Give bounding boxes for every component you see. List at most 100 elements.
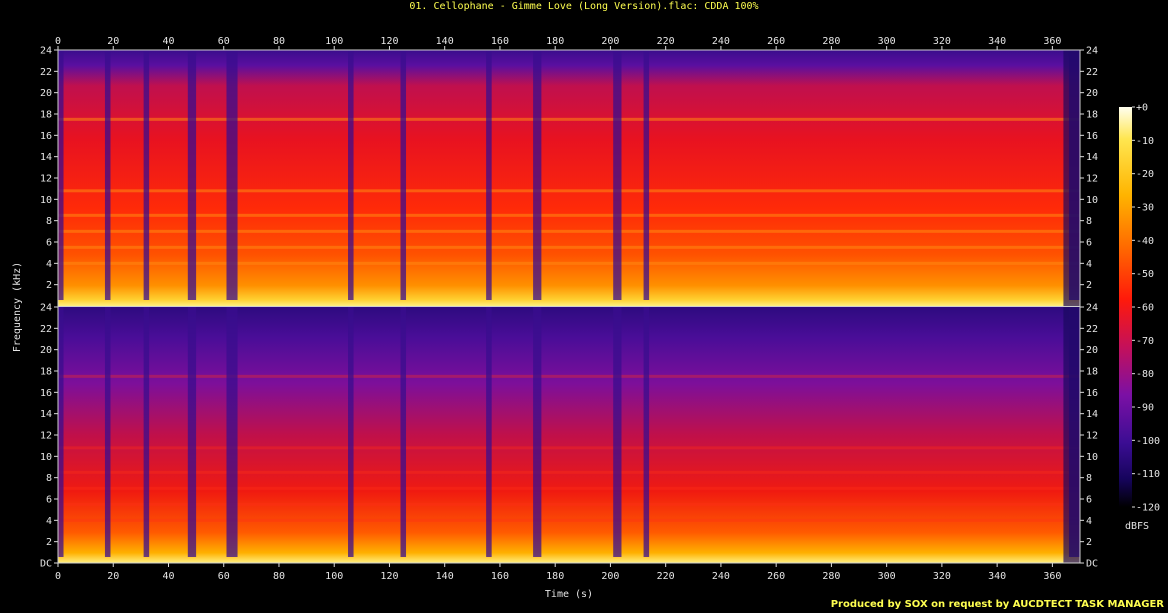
x-tick-label-top: 120	[380, 36, 398, 47]
y-tick-label-right: 6	[1086, 238, 1092, 249]
quiet-segment	[104, 50, 111, 300]
colorbar-tick-label: -110	[1136, 469, 1160, 480]
x-tick-label-bottom: 360	[1043, 571, 1061, 582]
x-tick-label-bottom: 300	[878, 571, 896, 582]
x-tick-label-top: 220	[657, 36, 675, 47]
quiet-segment	[143, 50, 150, 300]
channel-background	[58, 50, 1080, 306]
colorbar-tick-label: -30	[1136, 203, 1154, 214]
y-tick-label-left: 12	[40, 431, 52, 442]
x-tick-label-bottom: 240	[712, 571, 730, 582]
x-tick-label-top: 140	[436, 36, 454, 47]
y-tick-label-right: 8	[1086, 216, 1092, 227]
x-tick-label-top: 320	[933, 36, 951, 47]
x-tick-label-top: 300	[878, 36, 896, 47]
spectral-line	[58, 486, 1080, 490]
spectral-line	[58, 213, 1080, 217]
quiet-segment	[533, 307, 542, 557]
quiet-segment	[226, 307, 238, 557]
quiet-segment	[187, 50, 197, 300]
x-tick-label-bottom: 260	[767, 571, 785, 582]
y-tick-label-right: DC	[1086, 559, 1098, 570]
quiet-segment	[187, 307, 197, 557]
y-tick-label-left: 6	[46, 495, 52, 506]
chart-title: 01. Cellophane - Gimme Love (Long Versio…	[409, 1, 759, 12]
quiet-segment	[400, 307, 407, 557]
colorbar-tick-label: -40	[1136, 236, 1154, 247]
y-tick-label-left: 8	[46, 216, 52, 227]
y-tick-label-right: 20	[1086, 88, 1098, 99]
quiet-segment	[104, 307, 111, 557]
spectral-line	[58, 502, 1080, 506]
colorbar-scale	[1119, 107, 1132, 507]
x-tick-label-bottom: 100	[325, 571, 343, 582]
y-tick-label-left: 22	[40, 324, 52, 335]
colorbar-tick-label: -90	[1136, 403, 1154, 414]
x-tick-label-bottom: 40	[162, 571, 174, 582]
spectral-line	[58, 518, 1080, 522]
y-tick-label-left: 20	[40, 345, 52, 356]
channel-1	[58, 50, 1080, 306]
x-tick-label-bottom: 120	[380, 571, 398, 582]
colorbar-tick-label: -50	[1136, 269, 1154, 280]
quiet-segment	[486, 50, 492, 300]
channel-2	[58, 307, 1080, 563]
x-tick-label-top: 20	[107, 36, 119, 47]
y-tick-label-left: 24	[40, 303, 52, 314]
spectral-line	[58, 470, 1080, 474]
colorbar-tick-label: -10	[1136, 136, 1154, 147]
x-tick-label-bottom: 200	[601, 571, 619, 582]
quiet-segment	[348, 50, 354, 300]
quiet-segment	[643, 307, 650, 557]
y-tick-label-left: 16	[40, 131, 52, 142]
x-tick-label-top: 340	[988, 36, 1006, 47]
y-tick-label-left: 22	[40, 67, 52, 78]
y-tick-label-left: 10	[40, 452, 52, 463]
x-tick-label-bottom: 80	[273, 571, 285, 582]
x-tick-label-top: 40	[162, 36, 174, 47]
y-tick-label-right: 6	[1086, 495, 1092, 506]
y-tick-label-left: 12	[40, 174, 52, 185]
y-tick-label-left: 24	[40, 46, 52, 57]
x-tick-label-bottom: 280	[822, 571, 840, 582]
colorbar-tick-label: -100	[1136, 436, 1160, 447]
spectral-line	[58, 189, 1080, 193]
x-tick-label-top: 80	[273, 36, 285, 47]
spectral-line	[58, 374, 1080, 378]
plot-area	[58, 50, 1080, 563]
y-tick-label-left: 2	[46, 537, 52, 548]
y-tick-label-left: 16	[40, 388, 52, 399]
x-tick-label-top: 180	[546, 36, 564, 47]
quiet-segment	[400, 50, 407, 300]
y-tick-label-left: 4	[46, 259, 52, 270]
y-tick-label-right: 4	[1086, 259, 1092, 270]
x-tick-label-top: 0	[55, 36, 61, 47]
colorbar-label: dBFS	[1125, 521, 1149, 532]
y-tick-label-right: 12	[1086, 431, 1098, 442]
y-tick-label-right: 22	[1086, 67, 1098, 78]
y-tick-label-right: 14	[1086, 152, 1098, 163]
y-tick-label-right: 2	[1086, 537, 1092, 548]
y-tick-label-right: 18	[1086, 367, 1098, 378]
quiet-segment	[613, 307, 622, 557]
fade-out-region	[1063, 50, 1080, 306]
credit-text: Produced by SOX on request by AUCDTECT T…	[830, 599, 1164, 610]
fade-out-region	[1063, 307, 1080, 563]
x-tick-label-bottom: 160	[491, 571, 509, 582]
y-tick-label-left: 4	[46, 516, 52, 527]
x-tick-label-bottom: 340	[988, 571, 1006, 582]
channel-background	[58, 307, 1080, 563]
y-tick-label-right: 10	[1086, 452, 1098, 463]
y-tick-label-right: 20	[1086, 345, 1098, 356]
x-tick-label-top: 280	[822, 36, 840, 47]
x-tick-label-top: 360	[1043, 36, 1061, 47]
quiet-segment	[643, 50, 650, 300]
y-tick-label-left: 2	[46, 280, 52, 291]
quiet-segment	[58, 50, 64, 300]
x-tick-label-bottom: 320	[933, 571, 951, 582]
y-tick-label-right: 16	[1086, 388, 1098, 399]
y-tick-label-left: 14	[40, 152, 52, 163]
spectral-line	[58, 117, 1080, 121]
x-tick-label-bottom: 140	[436, 571, 454, 582]
